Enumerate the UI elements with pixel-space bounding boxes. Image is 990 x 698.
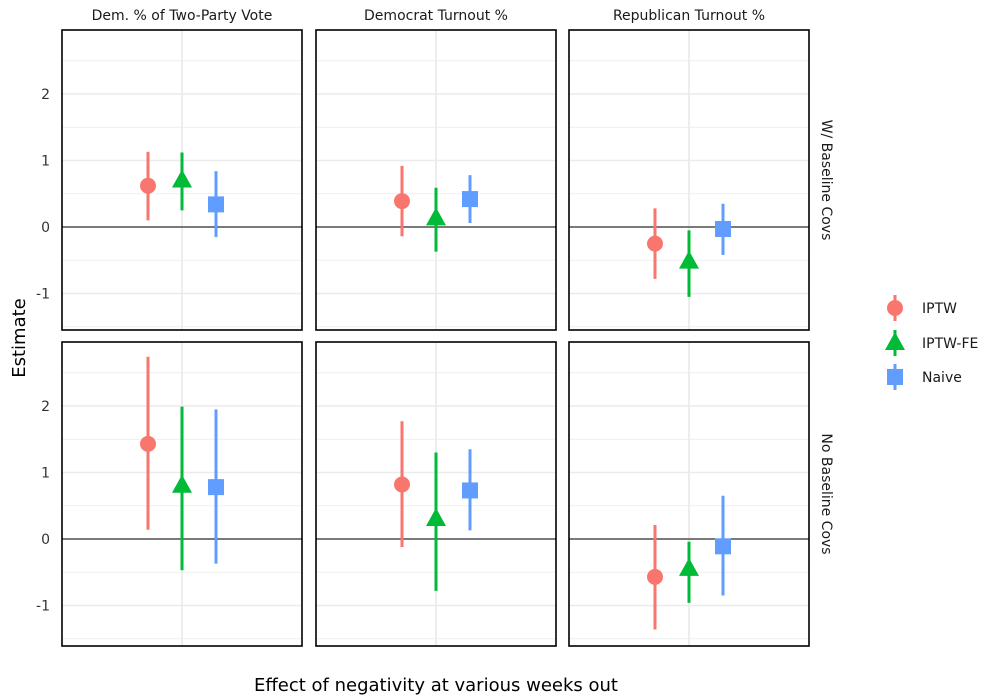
panel <box>568 341 810 647</box>
legend-label: IPTW-FE <box>922 336 978 352</box>
y-tick-label: 0 <box>41 220 50 236</box>
y-axis-title: Estimate <box>9 298 30 378</box>
legend-label: Naive <box>922 370 962 386</box>
point-marker <box>647 568 663 585</box>
y-tick-label: -1 <box>36 287 50 303</box>
point-marker <box>679 557 699 576</box>
legend-key-marker <box>887 300 903 316</box>
legend-key-marker <box>887 369 903 385</box>
point-marker <box>172 474 192 493</box>
column-strip-label: Dem. % of Two-Party Vote <box>92 8 273 24</box>
panel-border <box>315 341 557 647</box>
point-marker <box>715 220 731 237</box>
row-strip-label: W/ Baseline Covs <box>818 120 834 241</box>
point-marker <box>679 250 699 269</box>
column-strip-label: Democrat Turnout % <box>364 8 508 24</box>
point-marker <box>208 196 224 213</box>
panel <box>568 29 810 331</box>
y-tick-label: 1 <box>41 466 50 482</box>
y-tick-label: 1 <box>41 154 50 170</box>
labels: Estimate Effect of negativity at various… <box>9 298 618 696</box>
point-marker <box>462 482 478 499</box>
y-tick-label: 0 <box>41 532 50 548</box>
y-tick-label: 2 <box>41 399 50 415</box>
panel-border <box>568 341 810 647</box>
column-strip-label: Republican Turnout % <box>613 8 765 24</box>
point-marker <box>426 508 446 527</box>
point-marker <box>208 479 224 496</box>
legend-item: IPTW <box>887 295 957 321</box>
panel <box>315 341 557 647</box>
panel-border <box>568 29 810 331</box>
point-marker <box>140 177 156 194</box>
point-marker <box>462 191 478 208</box>
y-tick-label: 2 <box>41 87 50 103</box>
legend-key-marker <box>885 332 905 350</box>
point-marker <box>715 538 731 555</box>
legend-item: Naive <box>887 364 962 390</box>
panel-border <box>315 29 557 331</box>
point-marker <box>172 169 192 188</box>
legend: IPTW IPTW-FE Naive <box>885 295 978 390</box>
point-marker <box>394 193 410 210</box>
point-marker <box>647 235 663 252</box>
x-axis-title: Effect of negativity at various weeks ou… <box>254 675 618 696</box>
point-marker <box>140 435 156 452</box>
panels: Dem. % of Two-Party Vote Democrat Turnout… <box>36 8 834 647</box>
panel-border <box>61 341 303 647</box>
row-strip-label: No Baseline Covs <box>818 433 834 554</box>
panel <box>315 29 557 331</box>
panel <box>61 29 303 331</box>
legend-label: IPTW <box>922 301 957 317</box>
panel <box>61 341 303 647</box>
panel-border <box>61 29 303 331</box>
legend-item: IPTW-FE <box>885 330 978 356</box>
point-marker <box>426 207 446 226</box>
point-marker <box>394 476 410 493</box>
y-tick-label: -1 <box>36 599 50 615</box>
